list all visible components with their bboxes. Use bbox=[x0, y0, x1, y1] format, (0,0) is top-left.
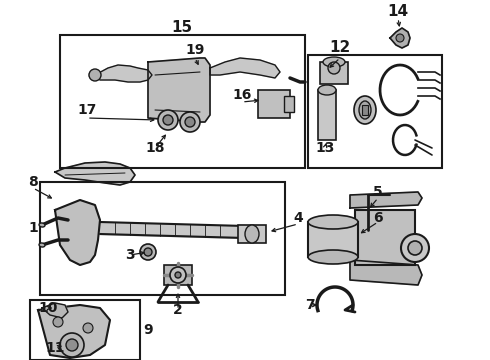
Text: 2: 2 bbox=[173, 303, 183, 317]
Bar bbox=[164, 265, 192, 285]
Circle shape bbox=[140, 244, 156, 260]
Circle shape bbox=[328, 62, 340, 74]
Bar bbox=[40, 182, 285, 295]
Circle shape bbox=[60, 333, 84, 357]
Bar bbox=[355, 210, 415, 265]
Ellipse shape bbox=[354, 96, 376, 124]
Text: 4: 4 bbox=[293, 211, 303, 225]
Text: 15: 15 bbox=[172, 21, 193, 36]
Bar bbox=[60, 35, 305, 168]
Text: 1: 1 bbox=[28, 221, 38, 235]
Ellipse shape bbox=[308, 250, 358, 264]
Circle shape bbox=[175, 272, 181, 278]
Polygon shape bbox=[38, 305, 110, 358]
Bar bbox=[284, 96, 294, 112]
Text: 16: 16 bbox=[232, 88, 252, 102]
Text: 13: 13 bbox=[315, 141, 335, 155]
Text: 6: 6 bbox=[373, 211, 383, 225]
Ellipse shape bbox=[308, 215, 358, 229]
Ellipse shape bbox=[39, 223, 45, 227]
Circle shape bbox=[144, 248, 152, 256]
Polygon shape bbox=[55, 162, 135, 185]
Circle shape bbox=[66, 339, 78, 351]
Circle shape bbox=[158, 110, 178, 130]
Polygon shape bbox=[95, 65, 152, 82]
Ellipse shape bbox=[318, 85, 336, 95]
Text: 8: 8 bbox=[28, 175, 38, 189]
Text: 14: 14 bbox=[388, 4, 409, 19]
Polygon shape bbox=[89, 71, 101, 79]
Bar bbox=[308, 222, 358, 257]
Polygon shape bbox=[350, 260, 422, 285]
Ellipse shape bbox=[245, 225, 259, 243]
Circle shape bbox=[89, 69, 101, 81]
Text: 17: 17 bbox=[77, 103, 97, 117]
Polygon shape bbox=[210, 58, 280, 78]
Circle shape bbox=[83, 323, 93, 333]
Circle shape bbox=[396, 34, 404, 42]
Bar bbox=[258, 90, 290, 118]
Bar bbox=[362, 105, 368, 115]
Circle shape bbox=[401, 234, 429, 262]
Text: 3: 3 bbox=[125, 248, 135, 262]
Circle shape bbox=[180, 112, 200, 132]
Text: 11: 11 bbox=[45, 341, 65, 355]
Circle shape bbox=[185, 117, 195, 127]
Text: 9: 9 bbox=[143, 323, 153, 337]
Ellipse shape bbox=[39, 243, 45, 247]
Bar bbox=[238, 225, 266, 243]
Ellipse shape bbox=[323, 57, 345, 67]
Polygon shape bbox=[350, 192, 422, 208]
Text: 5: 5 bbox=[373, 185, 383, 199]
Polygon shape bbox=[390, 28, 410, 48]
Text: 18: 18 bbox=[145, 141, 165, 155]
Polygon shape bbox=[42, 303, 68, 318]
Polygon shape bbox=[55, 200, 100, 265]
Text: 19: 19 bbox=[185, 43, 205, 57]
Text: 7: 7 bbox=[305, 298, 315, 312]
Polygon shape bbox=[148, 58, 210, 122]
Circle shape bbox=[53, 317, 63, 327]
Bar bbox=[30, 300, 140, 360]
Bar bbox=[318, 90, 336, 140]
Circle shape bbox=[163, 115, 173, 125]
Circle shape bbox=[170, 267, 186, 283]
Circle shape bbox=[408, 241, 422, 255]
Bar bbox=[308, 55, 442, 168]
Ellipse shape bbox=[359, 101, 371, 119]
Text: 12: 12 bbox=[329, 40, 351, 55]
Text: 10: 10 bbox=[38, 301, 58, 315]
Bar bbox=[320, 62, 348, 84]
